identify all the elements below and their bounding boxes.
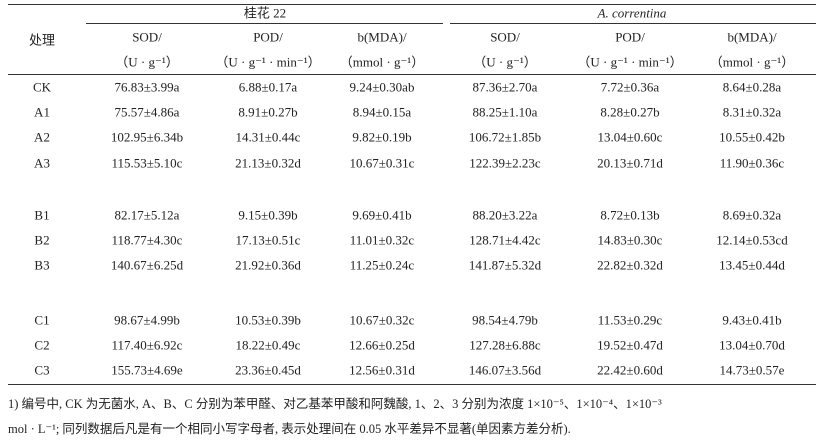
cell: 106.72±1.85b (468, 129, 542, 145)
cell: 117.40±6.92c (111, 337, 183, 353)
cell: 140.67±6.25d (110, 257, 184, 273)
row-label: B1 (34, 207, 50, 223)
group-header: A. correntina (597, 5, 667, 21)
cell: 115.53±5.10c (111, 155, 183, 171)
footnote: 1) 编号中, CK 为无菌水, A、B、C 分别为苯甲醛、对乙基苯甲酸和阿魏酸… (8, 397, 662, 411)
footnote: mol · L⁻¹; 同列数据后凡是有一个相同小写字母者, 表示处理间在 0.0… (8, 422, 571, 436)
column-unit: （U · g⁻¹ · min⁻¹） (577, 54, 683, 70)
cell: 75.57±4.86a (114, 104, 180, 120)
cell: 8.31±0.32a (722, 104, 782, 120)
cell: 13.45±0.44d (719, 257, 785, 273)
cell: 8.64±0.28a (722, 79, 782, 95)
row-label: CK (32, 79, 52, 95)
cell: 122.39±2.23c (469, 155, 541, 171)
row-label: A2 (34, 129, 50, 145)
cell: 18.22±0.49c (235, 337, 301, 353)
group-header: 桂花 22 (243, 5, 287, 21)
cell: 13.04±0.60c (597, 129, 663, 145)
cell: 87.36±2.70a (472, 79, 538, 95)
cell: 141.87±5.32d (468, 257, 542, 273)
cell: 13.04±0.70d (719, 337, 785, 353)
row-label-header: 处理 (28, 32, 56, 48)
cell: 10.55±0.42b (719, 129, 785, 145)
row-label: B3 (34, 257, 50, 273)
cell: 21.13±0.32d (235, 155, 301, 171)
cell: 98.54±4.79b (472, 312, 538, 328)
cell: 9.15±0.39b (238, 207, 298, 223)
cell: 102.95±6.34b (110, 129, 184, 145)
cell: 8.72±0.13b (600, 207, 660, 223)
cell: 14.31±0.44c (235, 129, 301, 145)
row-label: C1 (34, 312, 50, 328)
cell: 146.07±3.56d (468, 362, 542, 378)
row-label: A3 (34, 155, 50, 171)
cell: 7.72±0.36a (600, 79, 660, 95)
column-unit: （U · g⁻¹ · min⁻¹） (215, 54, 321, 70)
cell: 8.94±0.15a (352, 104, 412, 120)
cell: 10.67±0.31c (349, 155, 415, 171)
column-unit: （mmol · g⁻¹） (339, 54, 425, 70)
bottom-rule (8, 384, 816, 385)
cell: 11.01±0.32c (349, 232, 415, 248)
column-header: POD/ (615, 29, 645, 45)
cell: 118.77±4.30c (111, 232, 183, 248)
cell: 8.69±0.32a (722, 207, 782, 223)
cell: 9.69±0.41b (352, 207, 412, 223)
cell: 14.73±0.57e (719, 362, 785, 378)
cell: 12.66±0.25d (349, 337, 415, 353)
cell: 6.88±0.17a (238, 79, 298, 95)
cell: 23.36±0.45d (235, 362, 301, 378)
cell: 82.17±5.12a (114, 207, 180, 223)
column-unit: （U · g⁻¹） (115, 54, 179, 70)
group-rule (450, 23, 816, 24)
cell: 11.90±0.36c (719, 155, 785, 171)
cell: 88.25±1.10a (472, 104, 538, 120)
column-header: b(MDA)/ (727, 29, 777, 45)
cell: 12.56±0.31d (349, 362, 415, 378)
cell: 20.13±0.71d (597, 155, 663, 171)
cell: 11.25±0.24c (349, 257, 415, 273)
column-header: POD/ (253, 29, 283, 45)
header-rule (8, 74, 816, 75)
cell: 88.20±3.22a (472, 207, 538, 223)
row-label: C2 (34, 337, 50, 353)
cell: 12.14±0.53cd (716, 232, 788, 248)
cell: 127.28±6.88c (469, 337, 541, 353)
cell: 8.91±0.27b (238, 104, 298, 120)
cell: 9.24±0.30ab (349, 79, 415, 95)
cell: 155.73±4.69e (111, 362, 183, 378)
column-header: b(MDA)/ (357, 29, 407, 45)
cell: 10.67±0.32c (349, 312, 415, 328)
column-header: SOD/ (490, 29, 520, 45)
column-unit: （U · g⁻¹） (473, 54, 537, 70)
cell: 10.53±0.39b (235, 312, 301, 328)
cell: 9.43±0.41b (722, 312, 782, 328)
cell: 22.42±0.60d (597, 362, 663, 378)
cell: 76.83±3.99a (114, 79, 180, 95)
row-label: A1 (34, 104, 50, 120)
cell: 98.67±4.99b (114, 312, 180, 328)
cell: 21.92±0.36d (235, 257, 301, 273)
cell: 19.52±0.47d (597, 337, 663, 353)
column-unit: （mmol · g⁻¹） (709, 54, 795, 70)
cell: 8.28±0.27b (600, 104, 660, 120)
cell: 14.83±0.30c (597, 232, 663, 248)
cell: 9.82±0.19b (352, 129, 412, 145)
column-header: SOD/ (132, 29, 162, 45)
cell: 22.82±0.32d (597, 257, 663, 273)
cell: 17.13±0.51c (235, 232, 301, 248)
cell: 11.53±0.29c (597, 312, 663, 328)
group-rule (86, 23, 443, 24)
top-rule (8, 4, 816, 5)
row-label: B2 (34, 232, 50, 248)
row-label: C3 (34, 362, 50, 378)
cell: 128.71±4.42c (469, 232, 541, 248)
